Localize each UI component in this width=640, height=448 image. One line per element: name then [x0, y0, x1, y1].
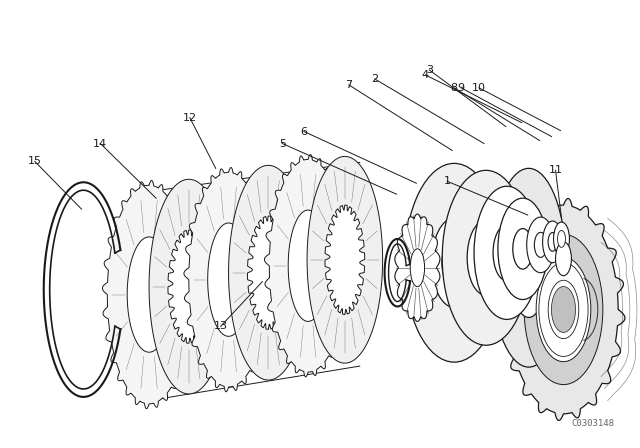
Ellipse shape [474, 186, 540, 319]
Text: 13: 13 [214, 321, 228, 332]
Polygon shape [325, 205, 365, 314]
Polygon shape [395, 214, 440, 321]
Ellipse shape [493, 225, 520, 281]
Polygon shape [288, 210, 328, 321]
Text: 4: 4 [422, 70, 429, 80]
Text: 5: 5 [279, 138, 285, 148]
Text: 6: 6 [301, 127, 308, 137]
Text: 3: 3 [426, 65, 433, 75]
Ellipse shape [543, 221, 563, 263]
Polygon shape [102, 181, 196, 409]
Ellipse shape [536, 257, 591, 362]
Ellipse shape [527, 217, 554, 273]
Text: 10: 10 [472, 83, 486, 93]
Ellipse shape [498, 198, 548, 300]
Text: 15: 15 [28, 156, 42, 166]
Text: 7: 7 [345, 80, 353, 90]
Ellipse shape [442, 238, 467, 288]
Text: 1: 1 [444, 176, 451, 186]
Ellipse shape [442, 170, 530, 345]
Ellipse shape [556, 242, 572, 276]
Ellipse shape [524, 234, 603, 384]
Text: 11: 11 [548, 165, 563, 175]
Ellipse shape [548, 233, 557, 251]
Text: C0303148: C0303148 [572, 419, 615, 428]
Polygon shape [208, 223, 250, 336]
Text: 12: 12 [183, 112, 197, 123]
Ellipse shape [476, 238, 495, 277]
Ellipse shape [554, 222, 570, 256]
Ellipse shape [467, 220, 505, 295]
Polygon shape [307, 156, 383, 363]
Text: 8: 8 [451, 83, 458, 93]
Ellipse shape [557, 230, 566, 247]
Ellipse shape [548, 280, 579, 339]
Text: 2: 2 [371, 74, 378, 84]
Polygon shape [248, 216, 289, 329]
Ellipse shape [552, 287, 575, 332]
Ellipse shape [539, 263, 588, 357]
Ellipse shape [404, 164, 504, 362]
Polygon shape [502, 198, 625, 420]
Polygon shape [149, 179, 228, 394]
Ellipse shape [432, 218, 477, 307]
Text: 9: 9 [458, 83, 465, 93]
Polygon shape [127, 237, 171, 352]
Ellipse shape [491, 168, 566, 367]
Ellipse shape [410, 249, 424, 287]
Polygon shape [264, 155, 352, 377]
Polygon shape [184, 168, 273, 392]
Ellipse shape [513, 228, 532, 269]
Ellipse shape [510, 218, 548, 318]
Polygon shape [228, 165, 308, 380]
Polygon shape [168, 230, 210, 343]
Text: 14: 14 [93, 138, 108, 148]
Ellipse shape [534, 233, 547, 258]
